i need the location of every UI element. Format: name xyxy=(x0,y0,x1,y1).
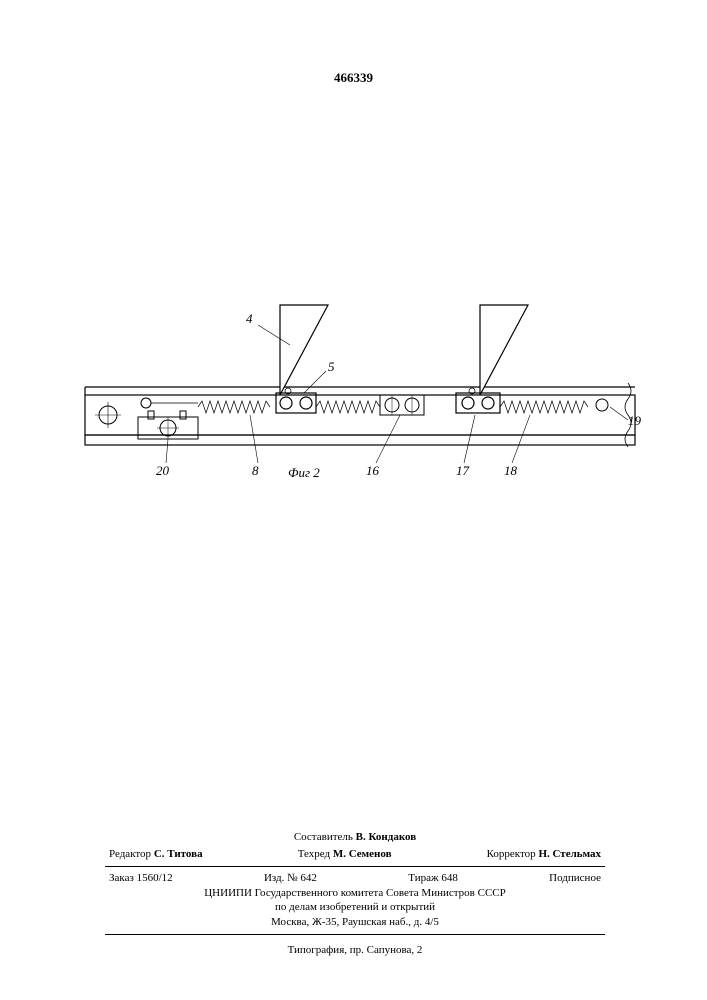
callout-17: 17 xyxy=(456,463,469,479)
footer-order: Заказ 1560/12 xyxy=(109,871,173,886)
footer-podpisnoe: Подписное xyxy=(549,871,601,886)
callout-18: 18 xyxy=(504,463,517,479)
callout-19: 19 xyxy=(628,413,641,429)
footer-editor: Редактор С. Титова xyxy=(109,847,203,862)
callout-5: 5 xyxy=(328,359,335,375)
footer: Составитель В. Кондаков Редактор С. Тито… xyxy=(105,830,605,958)
editor-name: С. Титова xyxy=(154,848,203,860)
divider xyxy=(105,934,605,935)
order-label: Заказ xyxy=(109,872,134,884)
footer-credits-row: Редактор С. Титова Техред М. Семенов Кор… xyxy=(105,847,605,862)
footer-tirazh: Тираж 648 xyxy=(408,871,458,886)
corrector-label: Корректор xyxy=(487,848,536,860)
callout-16: 16 xyxy=(366,463,379,479)
footer-pubinfo-row: Заказ 1560/12 Изд. № 642 Тираж 648 Подпи… xyxy=(105,871,605,886)
editor-label: Редактор xyxy=(109,848,151,860)
callout-8: 8 xyxy=(252,463,259,479)
order-value: 1560/12 xyxy=(137,872,173,884)
compiler-name: В. Кондаков xyxy=(356,831,417,843)
corrector-name: Н. Стельмах xyxy=(538,848,601,860)
footer-corrector: Корректор Н. Стельмах xyxy=(487,847,601,862)
tech-name: М. Семенов xyxy=(333,848,392,860)
patent-number: 466339 xyxy=(0,70,707,86)
compiler-label: Составитель xyxy=(294,831,353,843)
tech-label: Техред xyxy=(298,848,330,860)
footer-org1: ЦНИИПИ Государственного комитета Совета … xyxy=(105,886,605,901)
footer-org2: по делам изобретений и открытий xyxy=(105,900,605,915)
izd-label: Изд. № xyxy=(264,872,298,884)
tirazh-value: 648 xyxy=(441,872,458,884)
figure-2: 4 5 8 16 17 18 19 20 Фиг 2 xyxy=(80,275,640,495)
callout-20: 20 xyxy=(156,463,169,479)
footer-address: Москва, Ж-35, Раушская наб., д. 4/5 xyxy=(105,915,605,930)
footer-tech: Техред М. Семенов xyxy=(298,847,392,862)
tirazh-label: Тираж xyxy=(408,872,438,884)
callout-4: 4 xyxy=(246,311,253,327)
footer-printer: Типография, пр. Сапунова, 2 xyxy=(105,943,605,958)
izd-value: 642 xyxy=(300,872,317,884)
divider xyxy=(105,866,605,867)
figure-caption: Фиг 2 xyxy=(288,465,320,481)
footer-compiler: Составитель В. Кондаков xyxy=(105,830,605,845)
footer-izd: Изд. № 642 xyxy=(264,871,317,886)
